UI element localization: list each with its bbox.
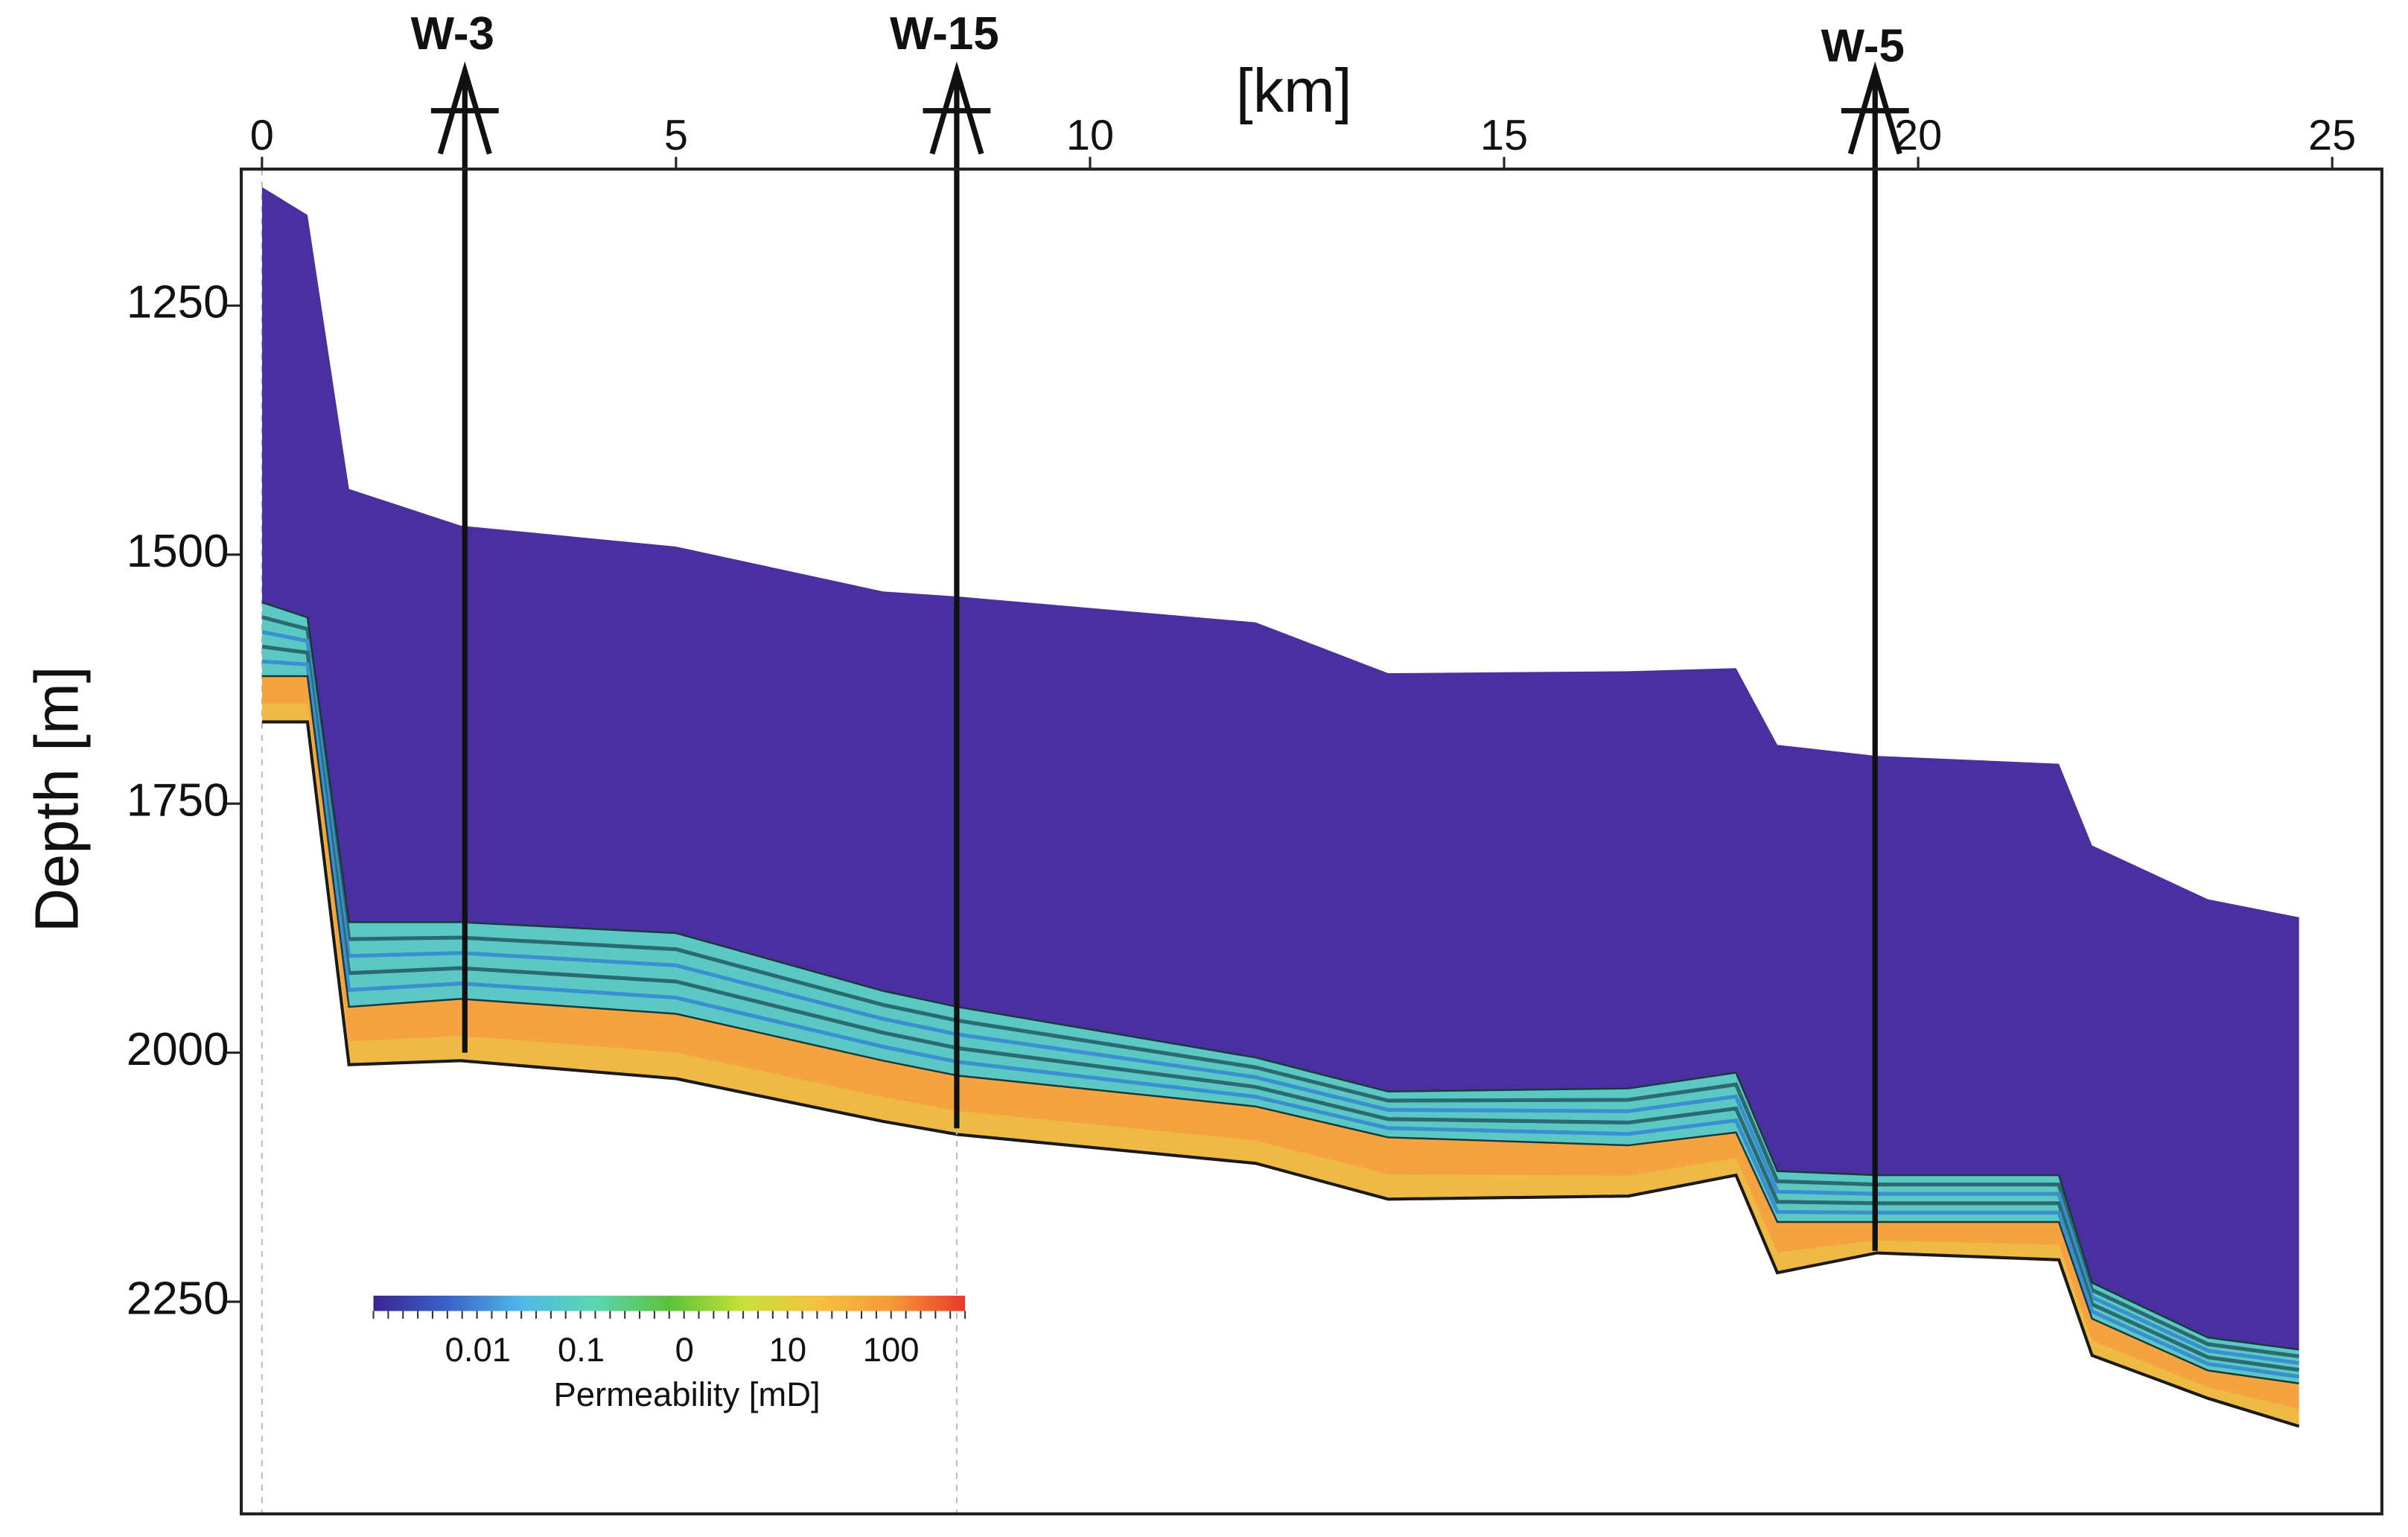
well-symbol [923,61,991,155]
layer-band [261,675,2299,1427]
plot-frame [239,168,2383,1516]
colorbar-tick-label: 0.1 [558,1331,605,1369]
x-tick-label: 20 [1894,112,1942,159]
colorbar-label: Permeability [mD] [553,1375,820,1413]
y-tick-label: 1250 [127,277,229,328]
well-label: W-3 [411,8,494,60]
x-axis-label: [km] [1236,57,1352,125]
colorbar [373,1295,966,1311]
colorbar-tick-label: 0 [675,1331,694,1369]
layer-stripe [261,659,2300,1379]
well-symbol [1841,61,1909,155]
x-tick-label: 10 [1066,112,1114,159]
colorbar-tick-label: 0.01 [445,1331,511,1369]
x-tick-label: 15 [1480,112,1528,159]
well-symbol [430,61,499,155]
surface-line [261,720,2300,1428]
colorbar-tick-label: 10 [769,1331,806,1369]
well-label: W-15 [890,8,999,60]
layer-shade [261,703,2299,1427]
y-tick-label: 1750 [127,775,229,827]
y-tick-label: 1500 [127,526,229,577]
x-tick-label: 5 [664,112,688,159]
x-tick-label: 0 [250,112,274,159]
surface-line [261,601,2299,1351]
layer-stripe [261,629,2300,1366]
y-tick-label: 2000 [127,1024,229,1075]
layer-stripe [261,644,2300,1372]
surface-line [261,675,2299,1384]
layer-band [261,602,2299,1384]
colorbar-tick-label: 100 [863,1331,920,1369]
well-label: W-5 [1821,20,1905,71]
y-axis-label: Depth [m] [22,666,91,932]
y-tick-label: 2250 [127,1273,229,1324]
layer-stripe [261,615,2300,1358]
x-tick-label: 25 [2308,112,2356,159]
layer-band [261,187,2299,1350]
